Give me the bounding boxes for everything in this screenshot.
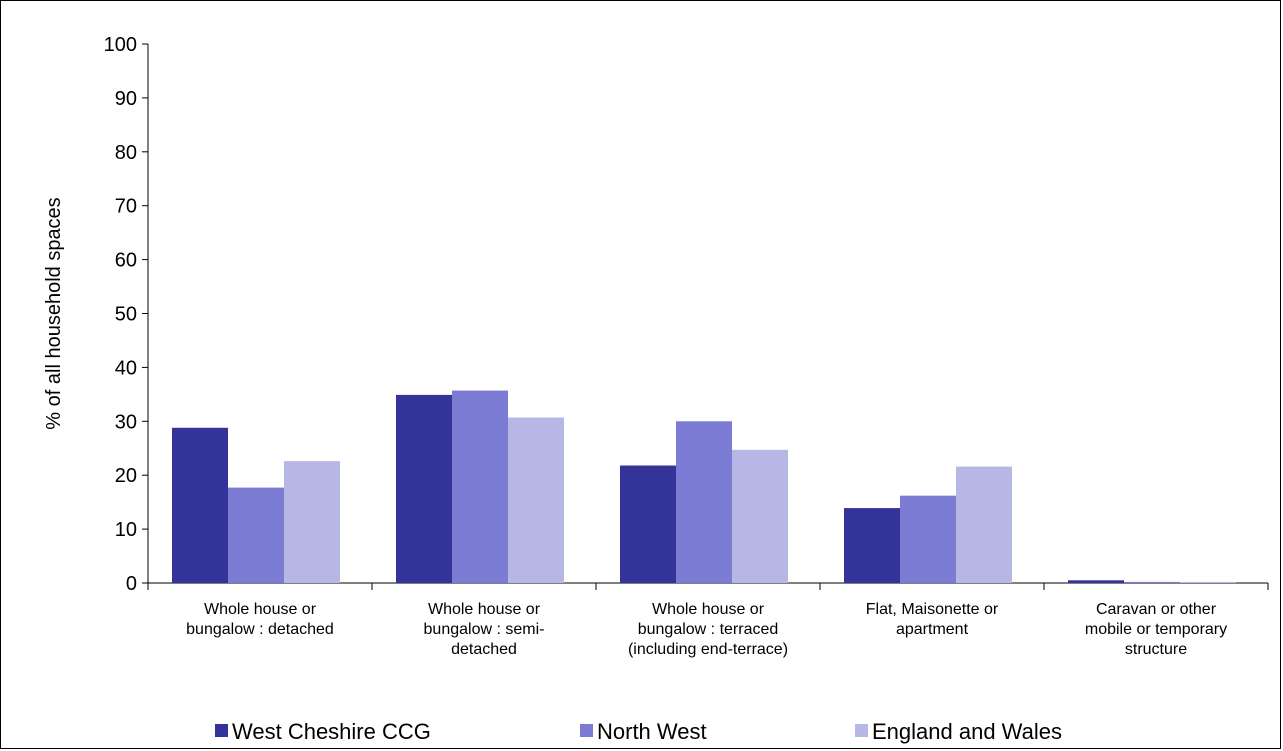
legend-label: North West [597,719,707,744]
bar [900,495,956,583]
bar [844,508,900,583]
y-tick-label: 100 [104,34,137,56]
x-category-label: Whole house or bungalow : detached [186,601,334,638]
y-axis-title: % of all household spaces [43,197,65,429]
legend: West Cheshire CCG North West England and W… [215,719,1062,744]
category-labels: Whole house or bungalow : detached Whole h… [186,601,1227,658]
bar [396,394,452,583]
bar [1180,581,1236,583]
x-category-label: Whole house or bungalow : semi-detached [424,601,545,658]
x-category-label: Whole house or bungalow : terraced (includ… [628,601,788,658]
y-tick-label: 60 [115,250,137,272]
bar [1068,580,1124,583]
y-tick-label: 50 [115,304,137,326]
x-axis [147,582,1269,590]
bar [1124,581,1180,583]
y-tick-label: 80 [115,142,137,164]
legend-label: West Cheshire CCG [232,719,431,744]
bar [620,465,676,583]
x-category-label: Flat, Maisonette or apartment [866,601,999,638]
y-tick-label: 30 [115,411,137,433]
y-tick-label: 70 [115,196,137,218]
y-axis: 0 10 20 30 40 50 60 70 80 90 100 [104,34,149,595]
legend-swatch [580,724,593,737]
bar [676,421,732,583]
bar [284,461,340,583]
bar [228,487,284,583]
legend-label: England and Wales [872,719,1062,744]
bar [172,427,228,583]
bar [508,417,564,583]
y-tick-label: 0 [126,573,137,595]
bar [956,466,1012,583]
bars [172,390,1236,583]
legend-swatch [855,724,868,737]
y-tick-label: 10 [115,519,137,541]
bar [452,390,508,583]
x-category-label: Caravan or other mobile or temporary struc… [1085,601,1227,658]
y-tick-label: 40 [115,357,137,379]
bar [732,449,788,583]
legend-swatch [215,724,228,737]
y-tick-label: 20 [115,465,137,487]
y-tick-label: 90 [115,88,137,110]
